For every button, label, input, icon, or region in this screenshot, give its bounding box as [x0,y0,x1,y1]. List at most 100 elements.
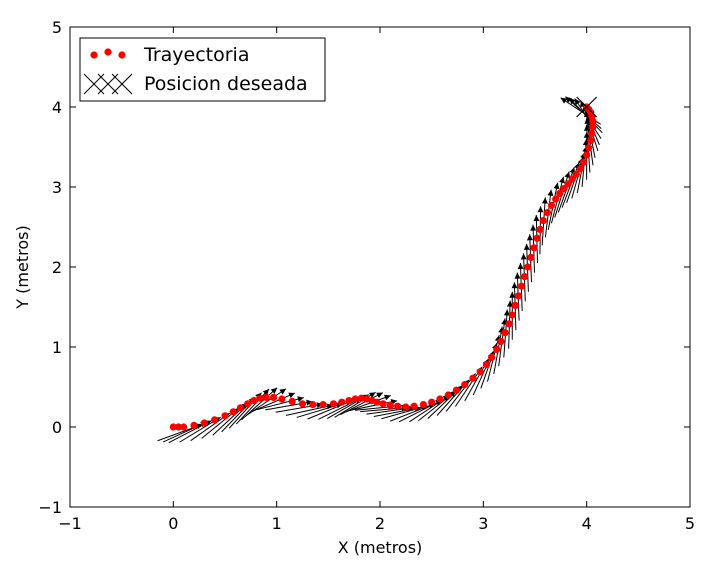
y-tick-label: 2 [52,258,62,277]
y-tick-label: 0 [52,418,62,437]
trajectory-point [521,273,529,281]
orientation-arrowhead [541,197,548,204]
orientation-arrow [574,98,602,139]
orientation-arrowhead [288,392,295,399]
orientation-arrowhead [384,394,391,401]
trajectory-point [278,395,286,403]
trajectory-point [564,180,572,188]
trajectory-point [552,195,560,203]
trajectory-point [444,391,452,399]
trajectory-point [269,393,278,401]
trajectory-point [461,381,469,389]
orientation-arrow [235,388,270,425]
trajectory-point [298,400,307,408]
orientation-arrowhead [530,224,537,231]
trajectory-point [589,123,597,131]
trajectory-point [524,263,532,271]
orientation-arrow [390,403,436,422]
orientation-arrowhead [559,176,565,184]
trajectory-point [508,311,516,319]
orientation-arrowhead [503,309,510,316]
legend-trajectory-label: Trayectoria [143,44,249,66]
trajectory-point [419,401,427,409]
orientation-arrowhead [279,388,287,395]
trajectory-point [262,393,270,401]
legend-target-marker [83,73,133,95]
trajectory-point [329,400,338,408]
trajectory-point [402,403,410,411]
trajectory-point [236,404,245,412]
y-tick-label: 5 [52,18,62,37]
trajectory-point [579,158,588,166]
orientation-arrowhead [306,399,313,406]
orientation-arrowhead [564,171,571,179]
orientation-arrowhead [565,96,572,103]
legend-dot [118,51,126,59]
y-tick-label: −1 [38,498,62,517]
orientation-arrowhead [523,243,530,250]
orientation-arrows [157,96,603,444]
orientation-arrowhead [514,272,521,279]
orientation-arrowhead [297,396,304,403]
orientation-arrowhead [368,392,376,399]
trajectory-point [511,301,519,309]
trajectory-point [436,395,444,403]
trajectory-point [319,401,327,409]
orientation-arrowhead [533,215,540,222]
trajectory-point [190,421,198,429]
trajectory-point [572,170,580,178]
trajectory-point [469,374,477,382]
trajectory-point [568,175,576,183]
orientation-arrowhead [511,282,518,289]
orientation-arrowhead [574,98,581,106]
trajectory-point [256,394,264,402]
trajectory-point [379,400,387,408]
y-tick-label: 3 [52,178,62,197]
trajectory-series [169,103,597,431]
legend-dot [104,48,112,56]
orientation-arrowhead [537,206,544,213]
trajectory-point [583,151,591,159]
trajectory-point [530,244,538,252]
x-tick-label: 0 [168,514,178,533]
orientation-arrowhead [376,392,383,399]
trajectory-point [587,137,595,145]
orientation-arrowhead [509,291,516,298]
orientation-arrowhead [270,387,278,394]
trajectory-point [351,395,359,403]
x-tick-label: −1 [58,514,82,533]
trajectory-point [547,201,556,209]
trajectory-point [493,345,501,353]
trajectory-point [497,337,505,345]
orientation-arrow [163,421,208,443]
trajectory-point [200,419,208,427]
x-tick-label: 4 [582,514,592,533]
trajectory-point [556,189,564,197]
trajectory-point [505,320,513,328]
x-axis-title: X (metros) [338,538,423,557]
trajectory-point [588,129,596,137]
legend-dot [90,51,98,59]
legend: Trayectoria Posicion deseada [79,37,326,102]
trajectory-point [482,361,491,369]
trajectory-point [539,217,547,225]
legend-target-label: Posicion deseada [144,73,308,95]
orientation-arrowhead [526,234,533,241]
trajectory-point [514,292,523,300]
trajectory-point [221,412,229,420]
orientation-arrow [381,405,428,420]
target-series [576,96,598,118]
trajectory-point [229,408,237,416]
trajectory-point [309,401,317,409]
y-axis-title: Y (metros) [13,225,32,309]
trajectory-point [428,398,436,406]
trajectory-point [373,398,381,406]
trajectory-point [244,400,252,408]
legend-x [111,73,133,95]
trajectory-point [169,423,177,431]
orientation-arrowhead [506,300,513,307]
x-tick-label: 3 [478,514,488,533]
orientation-arrowhead [553,182,560,190]
trajectory-point [536,225,544,233]
trajectory-point [410,402,418,410]
